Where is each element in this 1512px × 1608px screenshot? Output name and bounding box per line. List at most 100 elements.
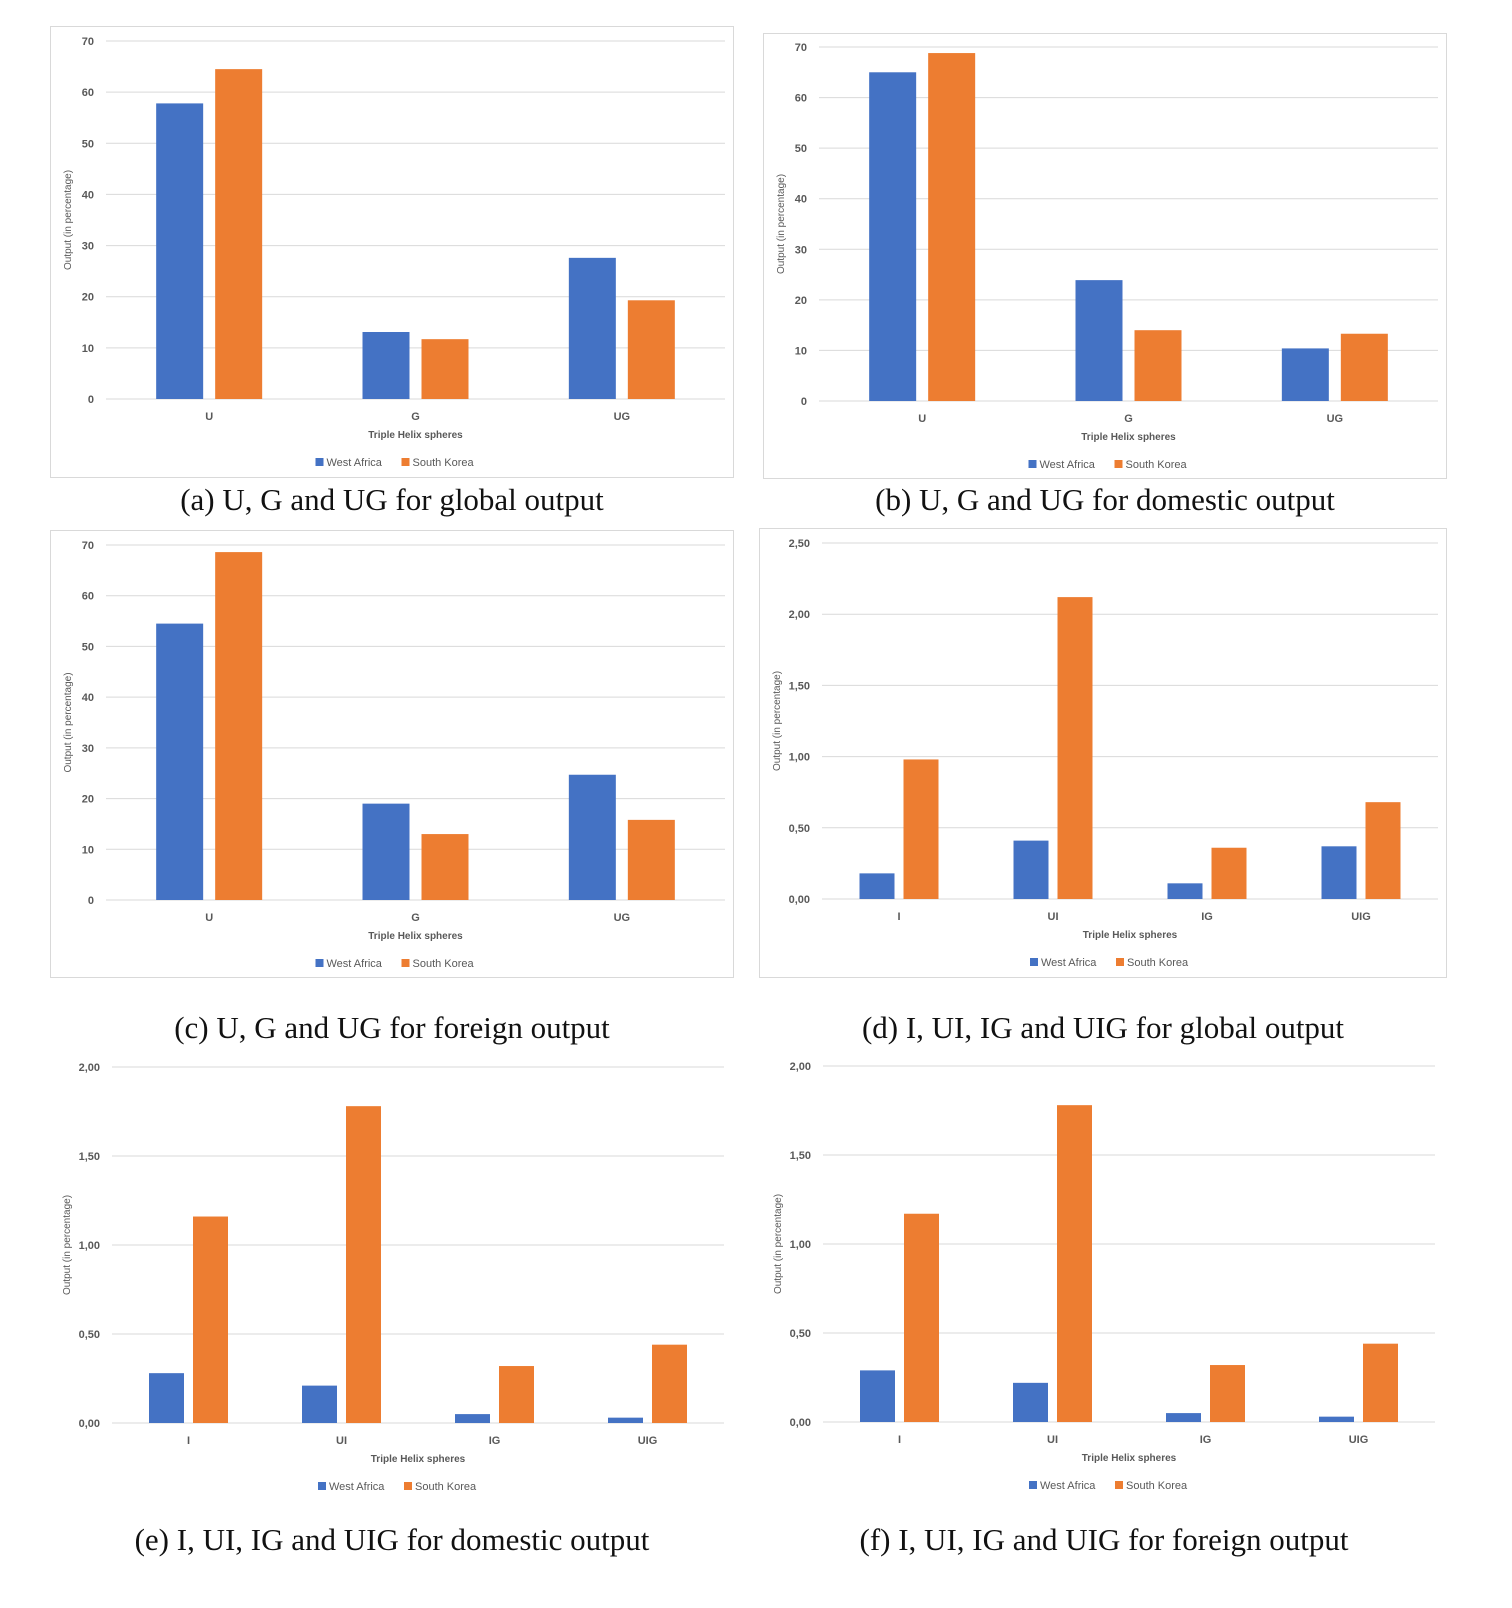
bar-south-korea-ug (627, 819, 675, 900)
bar-south-korea-i (903, 759, 939, 899)
bar-south-korea-ig (499, 1366, 534, 1423)
x-tick-label: I (897, 911, 900, 923)
y-axis-title: Output (in percentage) (63, 672, 74, 772)
legend-swatch-west-africa (1030, 958, 1038, 966)
legend-label-south-korea: South Korea (1126, 459, 1188, 471)
bar-south-korea-uig (1363, 1343, 1398, 1422)
y-tick-label: 50 (82, 138, 94, 150)
legend-label-south-korea: South Korea (415, 1481, 477, 1493)
y-tick-label: 0,50 (789, 823, 810, 835)
bar-south-korea-ui (346, 1106, 381, 1423)
y-tick-label: 30 (82, 743, 94, 755)
y-tick-label: 0,00 (790, 1417, 811, 1429)
bar-south-korea-g (421, 339, 469, 399)
x-axis-title: Triple Helix spheres (1081, 432, 1176, 443)
legend-swatch-south-korea (404, 1482, 412, 1490)
legend-label-west-africa: West Africa (1040, 459, 1096, 471)
bar-west-africa-ug (1281, 348, 1329, 401)
chart-panel-d: 0,00 0,50 1,00 1,50 2,00 2,50 Output (in perce… (759, 528, 1447, 978)
bar-west-africa-ui (1013, 840, 1049, 899)
x-tick-label: UI (1048, 911, 1059, 923)
bar-west-africa-g (362, 803, 410, 900)
bar-west-africa-ui (302, 1385, 337, 1423)
bar-south-korea-uig (652, 1344, 687, 1423)
x-tick-label: IG (1200, 1434, 1212, 1446)
bar-south-korea-ug (1340, 333, 1388, 401)
legend-swatch-west-africa (318, 1482, 326, 1490)
x-tick-label: U (205, 912, 213, 924)
y-tick-label: 20 (82, 794, 94, 806)
legend-label-south-korea: South Korea (413, 457, 475, 469)
bar-south-korea-u (928, 53, 976, 401)
y-tick-label: 0 (88, 895, 94, 907)
y-axis-title: Output (in percentage) (63, 170, 74, 270)
x-tick-label: IG (1201, 911, 1213, 923)
y-tick-label: 0,00 (789, 894, 810, 906)
legend-label-south-korea: South Korea (413, 958, 475, 970)
chart-svg-e: 0,00 0,50 1,00 1,50 2,00 Output (in percentag… (62, 1062, 724, 1493)
bar-west-africa-g (1075, 280, 1123, 401)
bar-south-korea-ui (1057, 597, 1093, 899)
x-tick-label: IG (489, 1435, 501, 1447)
y-tick-label: 1,50 (789, 680, 810, 692)
chart-panel-f: 0,00 0,50 1,00 1,50 2,00 Output (in percentag… (761, 1052, 1447, 1502)
y-tick-label: 60 (795, 93, 807, 105)
y-axis-title: Output (in percentage) (772, 671, 783, 771)
bar-west-africa-i (860, 1370, 895, 1422)
chart-panel-e: 0,00 0,50 1,00 1,50 2,00 Output (in percentag… (50, 1052, 734, 1502)
chart-svg-f: 0,00 0,50 1,00 1,50 2,00 Output (in percentag… (773, 1061, 1435, 1492)
y-tick-label: 60 (82, 591, 94, 603)
x-tick-label: UIG (1349, 1434, 1369, 1446)
caption-b: (b) U, G and UG for domestic output (875, 482, 1335, 517)
y-tick-label: 1,00 (79, 1240, 100, 1252)
y-tick-label: 0,50 (790, 1328, 811, 1340)
x-tick-label: UG (614, 912, 631, 924)
caption-a: (a) U, G and UG for global output (180, 482, 604, 517)
caption-d: (d) I, UI, IG and UIG for global output (861, 1010, 1345, 1045)
x-tick-label: U (918, 413, 926, 425)
y-tick-label: 1,00 (790, 1239, 811, 1251)
x-tick-label: G (411, 411, 420, 423)
x-axis-title: Triple Helix spheres (368, 931, 463, 942)
y-tick-label: 20 (82, 292, 94, 304)
x-tick-label: UG (1327, 413, 1344, 425)
legend-label-south-korea: South Korea (1126, 1480, 1188, 1492)
x-axis-title: Triple Helix spheres (1082, 1453, 1177, 1464)
caption-c: (c) U, G and UG for foreign output (174, 1010, 610, 1045)
y-tick-label: 0 (801, 396, 807, 408)
legend-swatch-south-korea (1116, 958, 1124, 966)
legend-swatch-west-africa (1029, 1481, 1037, 1489)
bar-south-korea-ig (1211, 847, 1247, 899)
y-tick-label: 1,50 (79, 1151, 100, 1163)
x-tick-label: UG (614, 411, 631, 423)
y-tick-label: 2,00 (789, 609, 810, 621)
y-tick-label: 2,50 (789, 538, 810, 550)
bar-south-korea-ig (1210, 1365, 1245, 1422)
x-tick-label: UI (336, 1435, 347, 1447)
bar-west-africa-ui (1013, 1382, 1048, 1422)
y-axis-title: Output (in percentage) (776, 174, 787, 274)
legend-swatch-west-africa (315, 959, 324, 967)
bar-west-africa-ig (455, 1414, 490, 1423)
y-tick-label: 30 (82, 241, 94, 253)
chart-panel-c: 0 10 20 30 40 50 60 70 Output (in percentage) U G U… (50, 530, 734, 978)
chart-svg-d: 0,00 0,50 1,00 1,50 2,00 2,50 Output (in perce… (772, 538, 1438, 969)
y-tick-label: 2,00 (79, 1062, 100, 1074)
x-tick-label: UI (1047, 1434, 1058, 1446)
legend-label-west-africa: West Africa (1041, 957, 1097, 969)
x-tick-label: G (411, 912, 420, 924)
y-tick-label: 30 (795, 244, 807, 256)
x-tick-label: I (187, 1435, 190, 1447)
legend-swatch-west-africa (1028, 460, 1037, 468)
bar-west-africa-u (869, 72, 917, 402)
x-axis-title: Triple Helix spheres (368, 430, 463, 441)
y-tick-label: 40 (82, 189, 94, 201)
y-tick-label: 40 (82, 692, 94, 704)
bar-west-africa-g (362, 332, 410, 399)
y-tick-label: 50 (82, 641, 94, 653)
bar-west-africa-uig (1321, 846, 1357, 899)
legend-label-west-africa: West Africa (327, 958, 383, 970)
bar-west-africa-i (149, 1373, 184, 1423)
